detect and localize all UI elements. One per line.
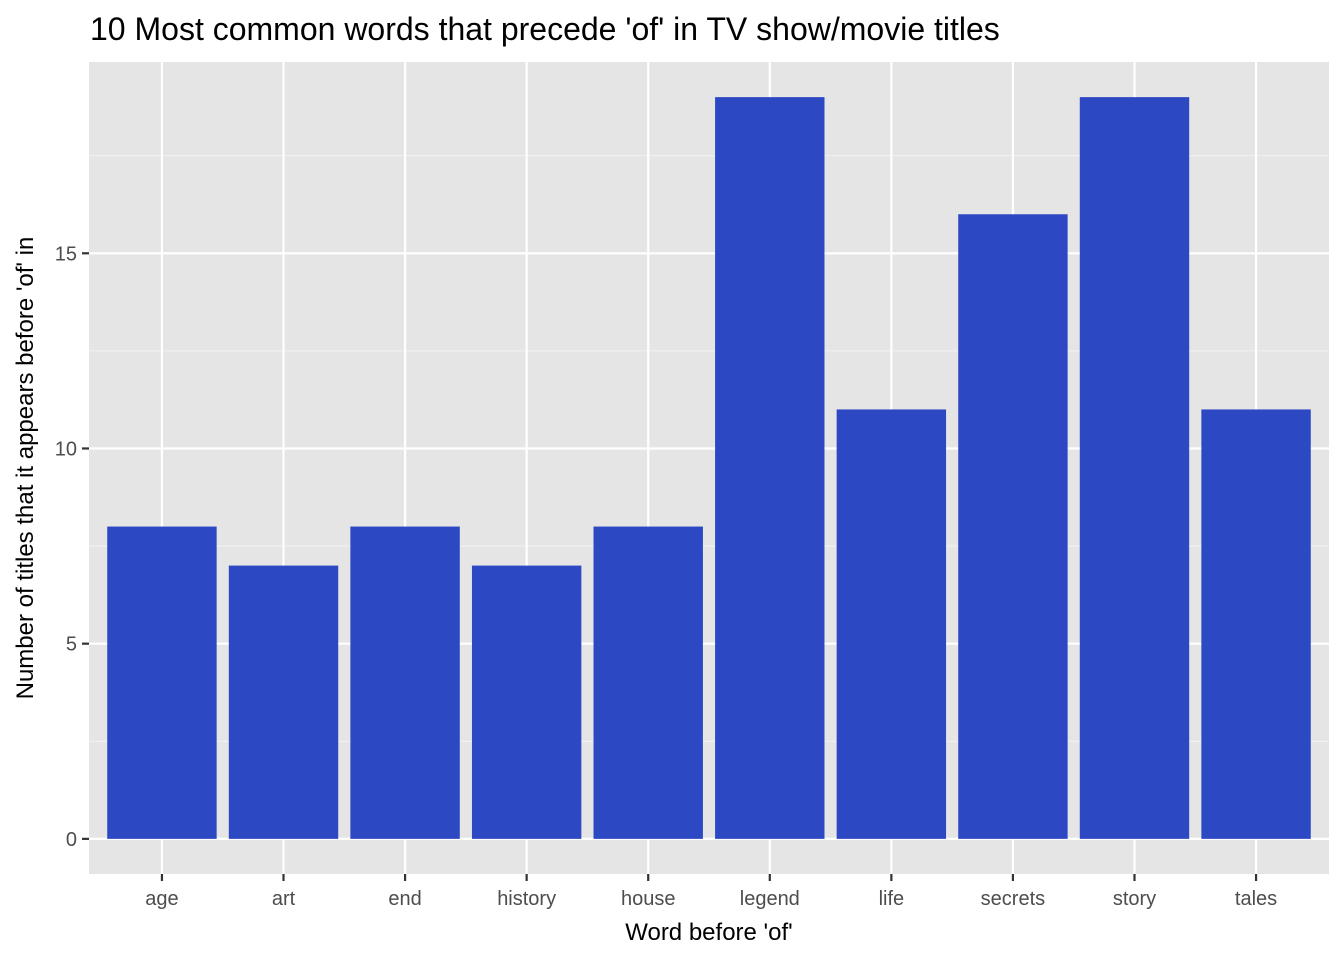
bar-life [836,409,947,839]
x-tick-label-legend: legend [740,888,800,910]
bar-legend [715,97,825,839]
x-tick-label-secrets: secrets [981,888,1045,910]
x-tick-label-age: age [145,888,178,910]
y-tick-label: 15 [55,243,77,265]
x-tick-label-story: story [1113,888,1156,910]
bar-house [593,526,703,839]
bar-tales [1201,409,1311,839]
x-tick-label-life: life [879,888,905,910]
x-tick-label-house: house [621,888,676,910]
x-axis: age art end history house legend life secrets st… [145,874,1277,910]
y-tick-label: 5 [66,634,77,656]
x-tick-label-tales: tales [1235,888,1277,910]
bar-art [228,565,339,839]
bar-story [1079,97,1190,839]
x-tick-label-history: history [497,888,556,910]
bar-history [471,565,582,839]
bar-age [107,526,217,839]
y-tick-label: 10 [55,438,77,460]
y-axis-title: Number of titles that it appears before … [12,237,39,700]
y-axis: 0 5 10 15 [55,243,89,851]
bar-end [350,526,460,839]
x-tick-label-art: art [272,888,296,910]
x-tick-label-end: end [388,888,421,910]
x-axis-title: Word before 'of' [625,919,792,946]
bars [107,97,1311,839]
bar-secrets [958,214,1068,839]
y-tick-label: 0 [66,829,77,851]
chart-title: 10 Most common words that precede 'of' i… [90,11,1000,47]
